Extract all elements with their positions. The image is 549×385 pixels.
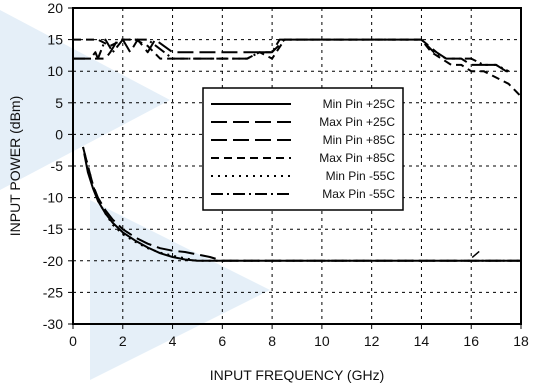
- legend-label-1: Min Pin +25C: [323, 97, 396, 111]
- y-tick-label: -20: [43, 253, 63, 269]
- legend-label-3: Min Pin +85C: [323, 133, 396, 147]
- x-tick-label: 18: [513, 333, 529, 349]
- y-tick-label: 5: [55, 95, 63, 111]
- y-tick-label: -30: [43, 316, 63, 332]
- legend-box: [202, 87, 404, 211]
- y-tick-label: 15: [47, 32, 63, 48]
- legend-label-4: Max Pin +85C: [319, 151, 395, 165]
- series-line-2: [73, 38, 511, 73]
- series-line-5: [82, 146, 521, 262]
- y-tick-label: -25: [43, 284, 63, 300]
- y-axis-label: INPUT POWER (dBm): [7, 96, 23, 237]
- x-tick-label: 10: [314, 333, 330, 349]
- watermark-graphic: [0, 10, 270, 380]
- x-tick-label: 8: [268, 333, 276, 349]
- x-tick-label: 6: [218, 333, 226, 349]
- series-line-4: [73, 38, 522, 98]
- annotation-mark: [471, 250, 480, 259]
- x-tick-label: 0: [69, 333, 77, 349]
- y-tick-label: -15: [43, 221, 63, 237]
- x-axis-label: INPUT FREQUENCY (GHz): [210, 367, 385, 383]
- x-tick-label: 14: [414, 333, 430, 349]
- y-tick-label: 10: [47, 63, 63, 79]
- y-tick-label: -10: [43, 190, 63, 206]
- x-tick-label: 12: [364, 333, 380, 349]
- y-tick-label: 20: [47, 0, 63, 16]
- legend-label-6: Max Pin -55C: [322, 187, 395, 201]
- x-tick-label: 4: [169, 333, 177, 349]
- y-tick-label: -5: [51, 158, 64, 174]
- series-line-6: [73, 38, 510, 73]
- x-tick-label: 16: [463, 333, 479, 349]
- legend-label-2: Max Pin +25C: [319, 115, 395, 129]
- legend-label-5: Min Pin -55C: [326, 169, 396, 183]
- x-tick-label: 2: [119, 333, 127, 349]
- plot-frame: [72, 7, 522, 325]
- y-tick-label: 0: [55, 126, 63, 142]
